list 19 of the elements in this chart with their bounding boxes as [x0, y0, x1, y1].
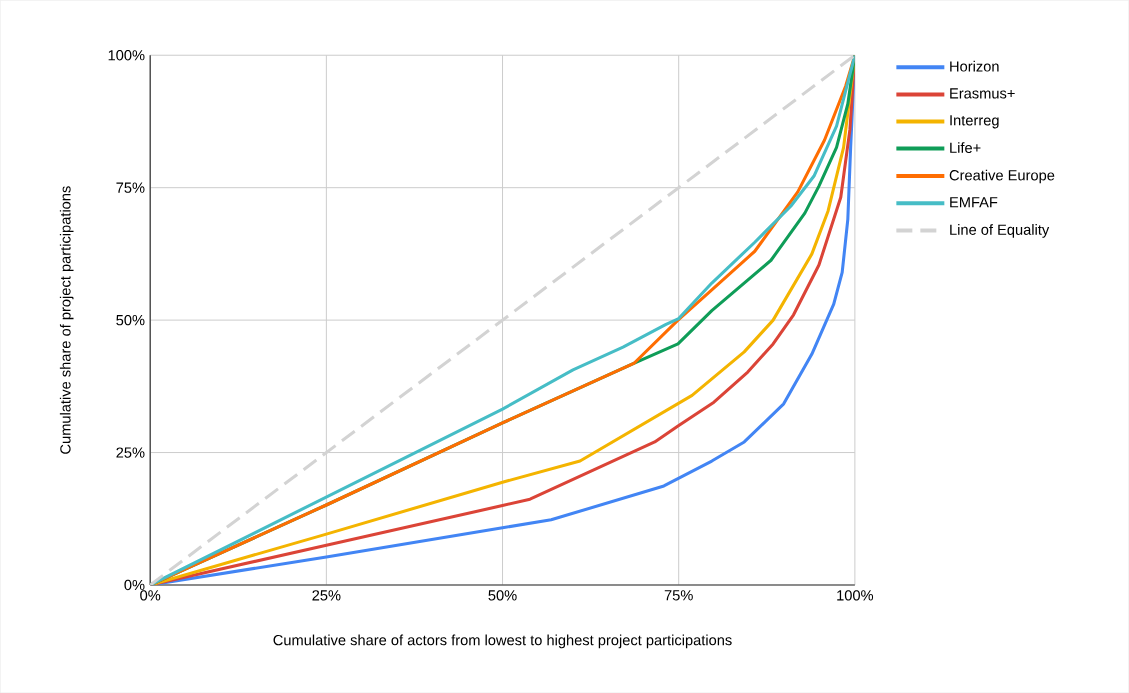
legend-label: EMFAF	[950, 197, 998, 208]
y-tick-label: 100%	[108, 49, 145, 61]
x-tick-label: 0%	[140, 590, 161, 601]
x-tick-label: 75%	[664, 590, 693, 601]
legend-label: Erasmus+	[950, 88, 1015, 99]
legend-label: Line of Equality	[950, 224, 1050, 238]
x-tick-label: 25%	[312, 590, 341, 601]
x-axis-title: Cumulative share of actors from lowest to highest project participations	[273, 634, 732, 649]
x-tick-label: 50%	[488, 590, 517, 601]
y-tick-label: 75%	[116, 182, 145, 193]
y-axis-title: Cumulative share of project participations	[59, 186, 74, 454]
y-tick-label: 50%	[116, 314, 145, 326]
legend-label: Interreg	[950, 115, 999, 129]
y-tick-label: 25%	[116, 447, 145, 458]
legend-label: Horizon	[950, 60, 999, 72]
y-tick-label: 0%	[124, 579, 145, 591]
x-tick-label: 100%	[837, 590, 874, 601]
legend-label: Life+	[950, 142, 981, 153]
legend-label: Creative Europe	[949, 169, 1055, 184]
